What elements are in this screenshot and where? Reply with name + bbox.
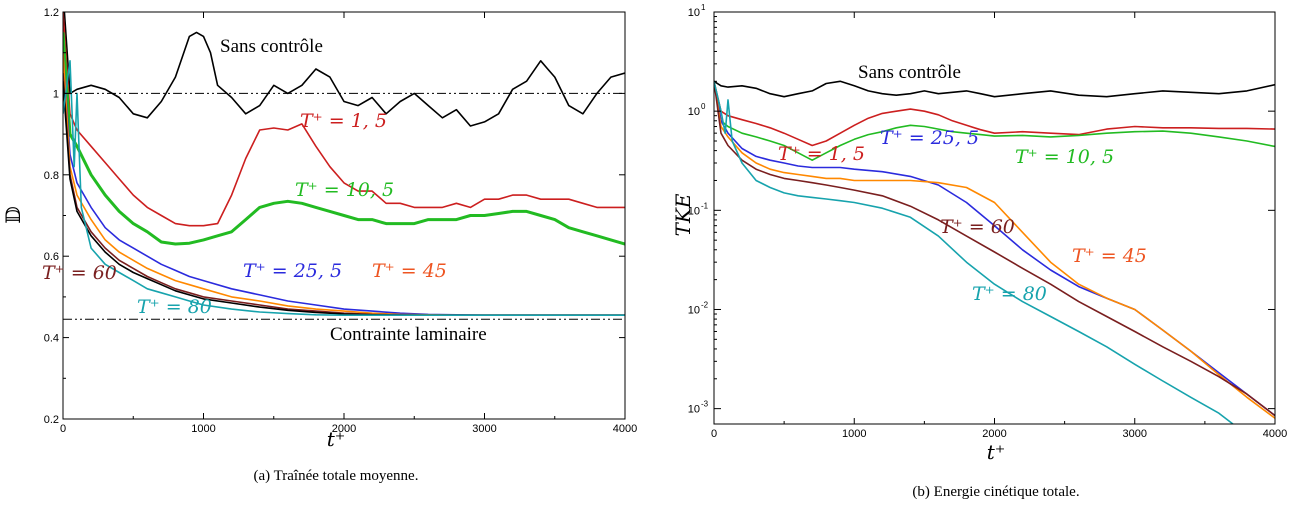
- chart-a-caption: (a) Traînée totale moyenne.: [254, 468, 419, 484]
- chart-b-annotation-6: T⁺ = 80: [972, 283, 1047, 305]
- chart-b-xtick-label: 1000: [842, 428, 866, 440]
- chart-a-annotation-7: Contrainte laminaire: [330, 324, 487, 345]
- chart-a-series-group: [63, 0, 625, 315]
- chart-b-xtick-label: 3000: [1123, 428, 1147, 440]
- chart-a-ytick-label: 1.2: [44, 7, 59, 19]
- chart-a-xtick-label: 4000: [613, 423, 637, 435]
- chart-a-xtick-label: 1000: [191, 423, 215, 435]
- chart-b-caption: (b) Energie cinétique totale.: [912, 484, 1079, 500]
- chart-b-ytick-label: 10: [688, 404, 700, 416]
- chart-a-ytick-label: 0.8: [44, 170, 59, 182]
- chart-b-ytick-exponent: 0: [701, 102, 706, 111]
- chart-b-ytick-exponent: 1: [701, 3, 706, 12]
- chart-a-annotation-1: T⁺ = 1, 5: [300, 110, 387, 132]
- chart-a-ytick-label: 0.2: [44, 414, 59, 426]
- chart-b-series-group: [714, 81, 1275, 424]
- chart-a-xlabel: t⁺: [327, 427, 346, 451]
- chart-b-ytick-label: 10: [688, 7, 700, 19]
- chart-a-annotation-2: T⁺ = 10, 5: [295, 179, 394, 201]
- chart-a-annotations: Sans contrôle T⁺ = 1, 5 T⁺ = 10, 5 T⁺ = 60 T…: [42, 36, 487, 345]
- chart-a-series-2: [63, 32, 625, 244]
- chart-b-ytick-exponent: -1: [701, 201, 709, 210]
- chart-a-annotation-3: T⁺ = 60: [42, 262, 117, 284]
- chart-a-annotation-0: Sans contrôle: [220, 36, 323, 57]
- chart-b-xtick-label: 4000: [1263, 428, 1287, 440]
- chart-b-annotation-5: T⁺ = 45: [1072, 245, 1147, 267]
- chart-a-annotation-4: T⁺ = 25, 5: [243, 260, 342, 282]
- chart-a-ytick-label: 0.4: [44, 333, 59, 345]
- chart-b-annotations: Sans contrôle T⁺ = 1, 5 T⁺ = 10, 5 T⁺ = 25,…: [778, 62, 1147, 305]
- chart-b-ytick-exponent: -3: [701, 400, 709, 409]
- chart-a-ytick-label: 1: [53, 88, 59, 100]
- chart-a-ylabel: 𝔻: [1, 206, 25, 223]
- chart-b-annotation-4: T⁺ = 60: [940, 216, 1015, 238]
- chart-a-series-0: [63, 0, 625, 126]
- chart-b-annotation-2: T⁺ = 10, 5: [1015, 146, 1114, 168]
- chart-b-series-0: [714, 81, 1275, 96]
- chart-b-annotation-3: T⁺ = 25, 5: [880, 127, 979, 149]
- chart-b-xtick-label: 0: [711, 428, 717, 440]
- chart-b-xtick-label: 2000: [982, 428, 1006, 440]
- chart-b-ylabel: TKE: [671, 193, 695, 236]
- chart-b-series-5: [714, 81, 1275, 415]
- chart-a-xtick-label: 0: [60, 423, 66, 435]
- chart-b-ytick-exponent: -2: [701, 300, 709, 309]
- chart-b-ytick-label: 10: [688, 304, 700, 316]
- chart-a-xtick-label: 3000: [472, 423, 496, 435]
- chart-b-xlabel: t⁺: [987, 440, 1006, 464]
- chart-b-annotation-1: T⁺ = 1, 5: [778, 143, 865, 165]
- chart-b-series-4: [714, 81, 1275, 418]
- chart-b-ytick-label: 10: [688, 106, 700, 118]
- chart-b-series-3: [714, 81, 1275, 415]
- chart-a-annotation-5: T⁺ = 45: [372, 260, 447, 282]
- chart-b-annotation-0: Sans contrôle: [858, 62, 961, 83]
- chart-a-annotation-6: T⁺ = 80: [137, 296, 212, 318]
